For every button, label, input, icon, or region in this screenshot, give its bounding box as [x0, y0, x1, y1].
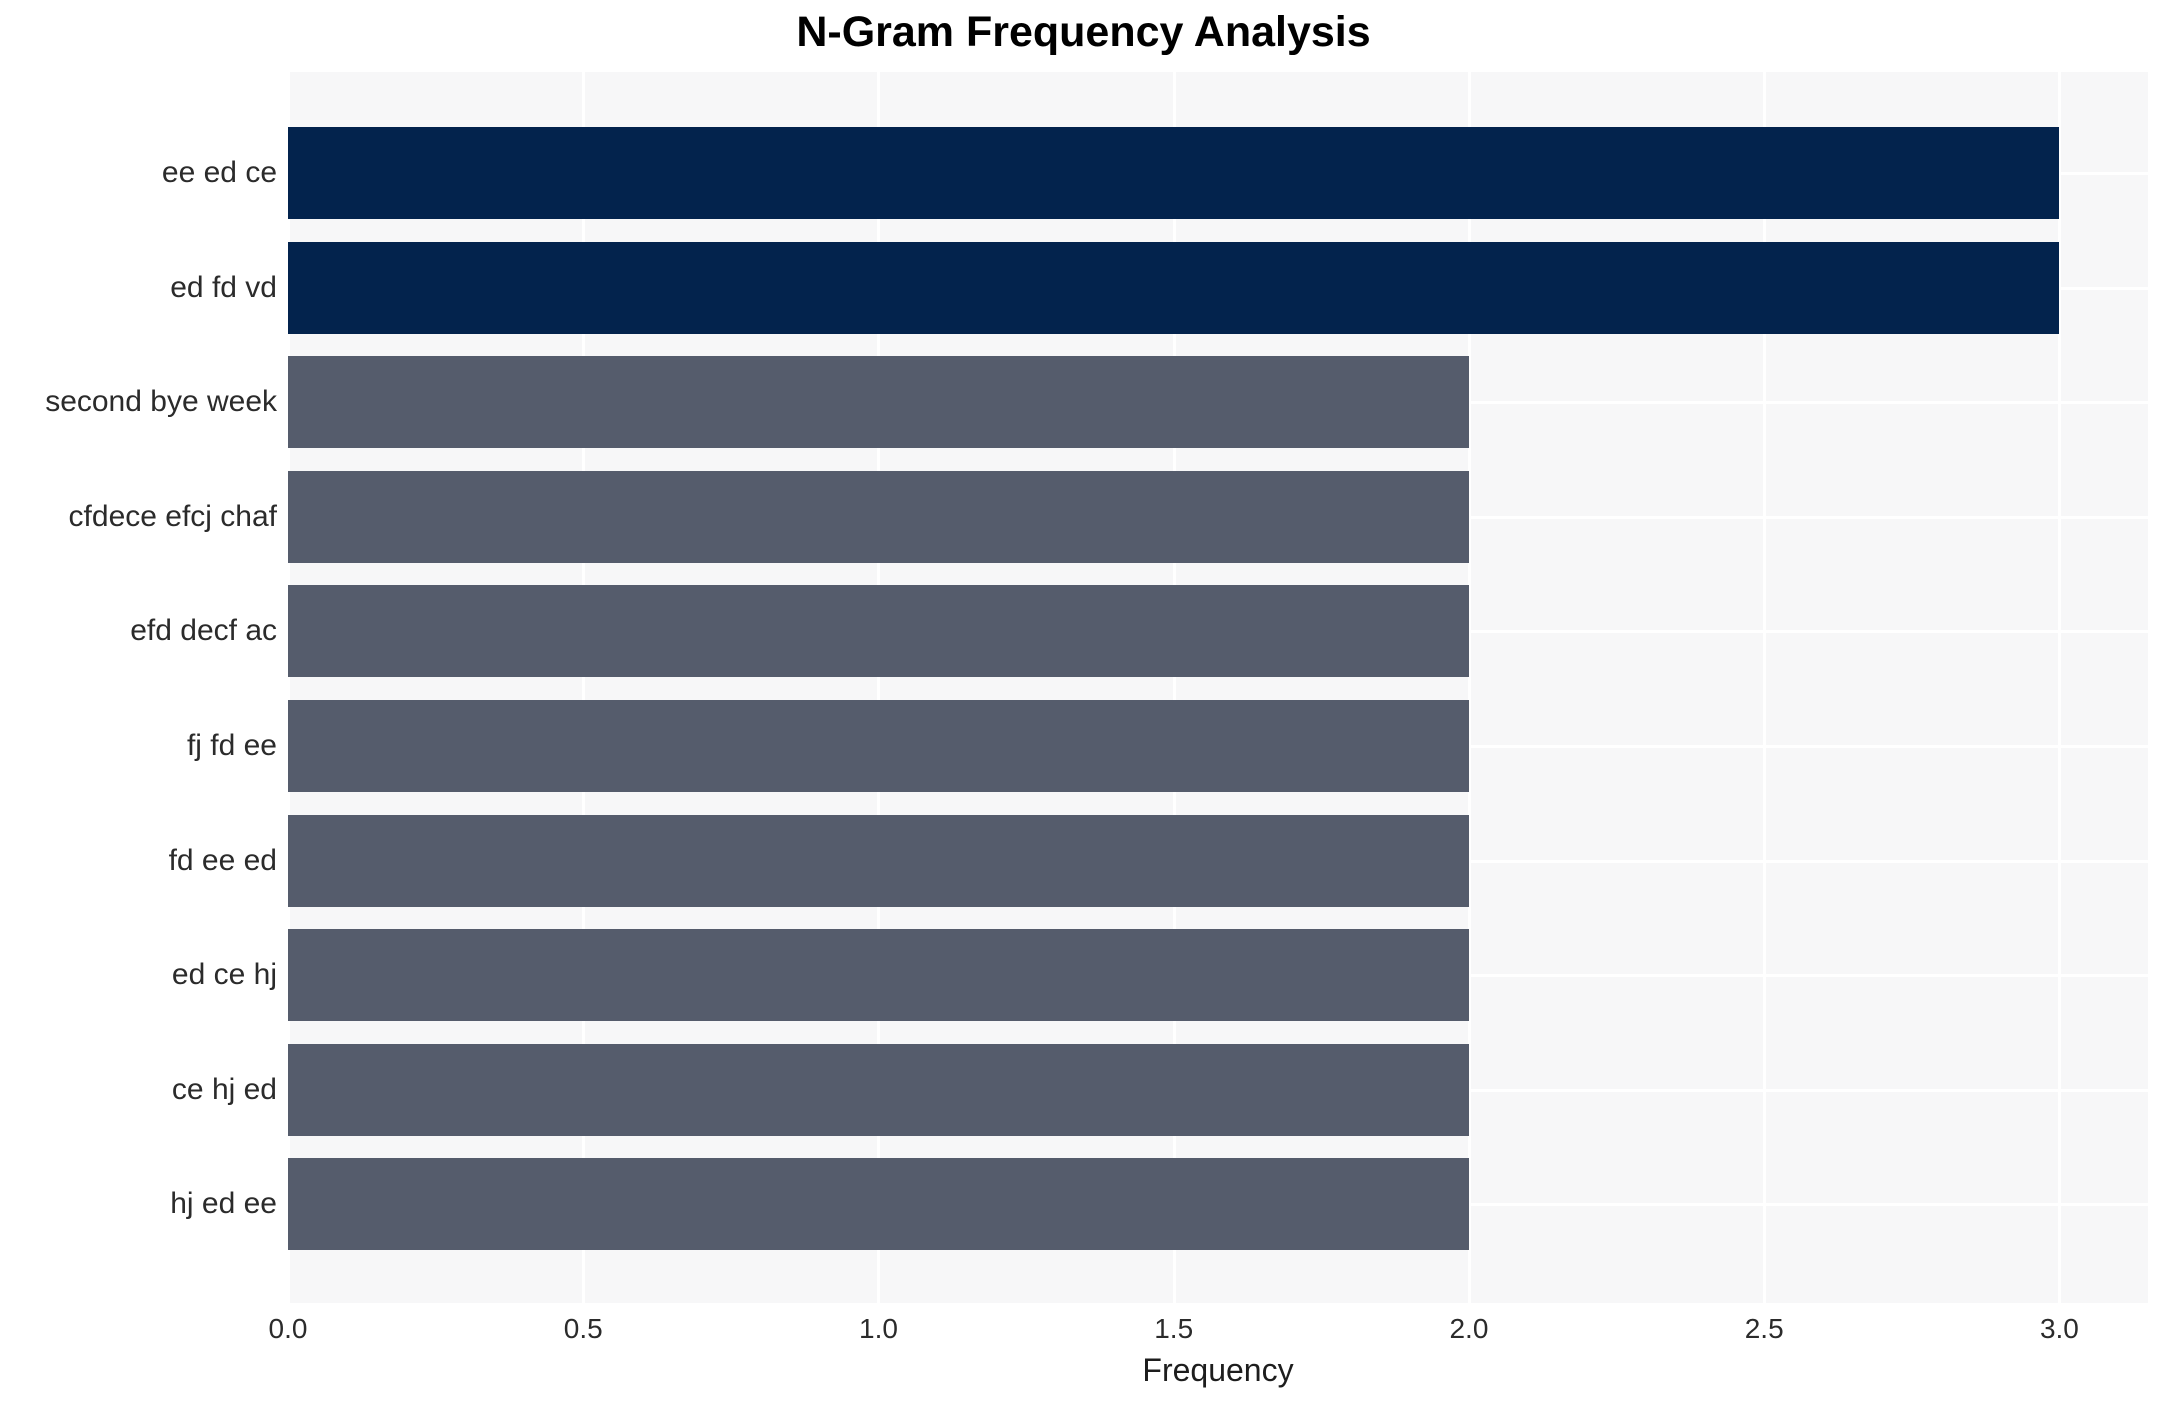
- y-tick-label: ed fd vd: [170, 270, 277, 304]
- bar-cfdece-efcj-chaf: [288, 470, 1469, 563]
- bar-efd-decf-ac: [288, 585, 1469, 678]
- bar-ee-ed-ce: [288, 127, 2060, 219]
- y-tick-label: efd decf ac: [130, 614, 277, 648]
- x-tick-label: 2.5: [1744, 1313, 1784, 1344]
- gridline-vertical: [1172, 72, 1176, 1303]
- x-tick-label: 0.5: [563, 1313, 603, 1344]
- y-tick-label: ce hj ed: [171, 1072, 277, 1106]
- y-tick-label: fd ee ed: [168, 843, 277, 877]
- chart-title: N-Gram Frequency Analysis: [796, 8, 1371, 56]
- x-tick-label: 2.0: [1449, 1313, 1489, 1344]
- bar-ed-ce-hj: [288, 929, 1469, 1022]
- plot-area: [287, 72, 2148, 1303]
- y-tick-label: ee ed ce: [161, 156, 277, 189]
- gridline-vertical: [1467, 72, 1471, 1303]
- gridline-vertical: [1763, 72, 1767, 1303]
- y-tick-label: fj fd ee: [186, 729, 277, 762]
- x-axis-title: Frequency: [1142, 1352, 1294, 1388]
- gridline-vertical: [287, 72, 290, 1303]
- y-tick-label: cfdece efcj chaf: [68, 499, 277, 533]
- bar-ce-hj-ed: [288, 1043, 1469, 1136]
- gridline-vertical: [877, 72, 881, 1303]
- y-tick-label: hj ed ee: [170, 1187, 277, 1221]
- x-tick-label: 0.0: [268, 1313, 308, 1344]
- x-tick-label: 1.0: [859, 1313, 898, 1344]
- bar-second-bye-week: [288, 356, 1469, 449]
- gridline-vertical: [582, 72, 586, 1303]
- y-tick-label: second bye week: [45, 385, 277, 419]
- bar-ed-fd-vd: [288, 241, 2060, 334]
- bar-fj-fd-ee: [288, 700, 1469, 792]
- bar-hj-ed-ee: [288, 1158, 1469, 1251]
- y-tick-label: ed ce hj: [171, 958, 277, 992]
- x-tick-label: 1.5: [1154, 1313, 1194, 1344]
- gridline-vertical: [2058, 72, 2062, 1303]
- x-tick-label: 3.0: [2039, 1313, 2079, 1344]
- bar-fd-ee-ed: [288, 814, 1469, 907]
